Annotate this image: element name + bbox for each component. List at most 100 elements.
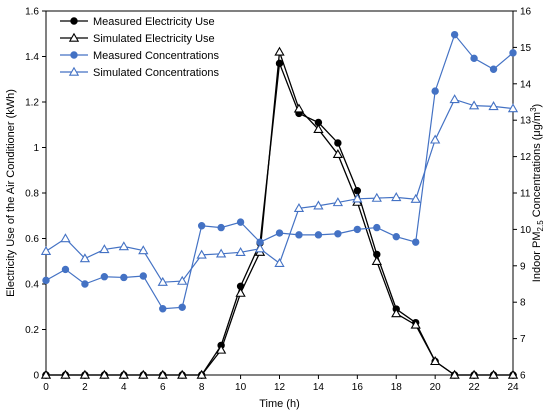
series-group xyxy=(40,46,519,379)
data-point xyxy=(197,222,206,230)
data-point xyxy=(352,193,363,203)
y-left-tick-label: 0.2 xyxy=(25,325,39,336)
y-right-tick-label: 7 xyxy=(520,334,526,345)
y-right-tick-label: 6 xyxy=(520,371,526,382)
legend-label: Measured Concentrations xyxy=(93,50,219,62)
y-right-tick-label: 9 xyxy=(520,261,526,272)
x-tick-label: 6 xyxy=(160,382,166,393)
data-point xyxy=(509,49,517,57)
y-right-tick-label: 13 xyxy=(520,116,532,127)
y-right-tick-label: 11 xyxy=(520,189,531,200)
series-line xyxy=(45,98,514,283)
y-right-tick-label: 12 xyxy=(520,152,532,163)
data-point xyxy=(40,369,52,379)
legend-marker xyxy=(68,32,80,42)
data-point xyxy=(236,218,245,226)
x-tick-label: 24 xyxy=(507,382,519,393)
data-point xyxy=(99,244,110,254)
data-point xyxy=(489,65,498,73)
y-right-tick-label: 8 xyxy=(520,298,526,309)
data-point xyxy=(371,192,382,202)
series-line xyxy=(46,63,513,376)
series-layer xyxy=(40,30,519,379)
x-tick-label: 14 xyxy=(313,382,325,393)
y-left-tick-label: 1.2 xyxy=(25,98,39,109)
data-point xyxy=(410,319,421,329)
y-axis-right-title-superscript: 3 xyxy=(529,107,538,112)
data-point xyxy=(196,369,207,379)
series-group xyxy=(42,59,517,379)
data-point xyxy=(431,87,439,95)
data-point xyxy=(373,223,381,232)
y-left-tick-label: 0.4 xyxy=(25,280,39,291)
x-tick-label: 2 xyxy=(82,382,88,393)
x-tick-label: 8 xyxy=(199,382,205,393)
data-point xyxy=(391,192,402,202)
data-point xyxy=(60,233,71,243)
y-left-tick-label: 1 xyxy=(33,143,39,154)
data-point xyxy=(293,202,305,212)
y-left-tick-label: 0.8 xyxy=(25,189,39,200)
data-point xyxy=(449,94,460,104)
x-tick-label: 18 xyxy=(391,382,403,393)
legend-label: Simulated Electricity Use xyxy=(93,33,215,45)
data-point xyxy=(120,273,128,282)
legend-marker xyxy=(68,66,80,76)
series-line xyxy=(46,51,513,376)
data-point xyxy=(60,369,71,379)
data-point xyxy=(275,59,284,68)
y-right-tick-label: 10 xyxy=(520,225,532,236)
y-left-tick-label: 0.6 xyxy=(25,234,39,245)
data-point xyxy=(450,30,459,39)
data-point xyxy=(81,280,89,288)
data-point xyxy=(488,369,499,379)
data-point xyxy=(215,344,227,354)
data-point xyxy=(42,276,50,285)
data-point xyxy=(412,238,420,246)
data-point xyxy=(332,197,344,207)
data-point xyxy=(79,253,91,263)
data-point xyxy=(410,193,421,203)
data-point xyxy=(138,369,149,379)
data-point xyxy=(157,369,168,379)
data-point xyxy=(274,257,285,267)
tick-label-layer: 0 2 4 6 8 10 12 14 16 18 20 22 2400.20.40.60.811.21.… xyxy=(25,7,531,394)
data-point xyxy=(118,369,129,379)
data-point xyxy=(196,249,207,259)
data-point xyxy=(177,369,188,379)
y-axis-right-title-suffix: ) xyxy=(531,104,543,108)
data-point xyxy=(430,356,441,366)
data-point xyxy=(100,273,109,281)
data-point xyxy=(235,287,246,297)
data-point xyxy=(332,149,344,159)
data-point xyxy=(334,230,342,238)
data-point xyxy=(79,369,91,379)
series-group xyxy=(40,94,519,286)
x-axis-title: Time (h) xyxy=(259,398,300,410)
data-point xyxy=(313,200,324,210)
x-tick-label: 0 xyxy=(43,382,49,393)
y-left-tick-label: 1.4 xyxy=(25,52,39,63)
data-point xyxy=(254,243,266,253)
y-axis-right-title-middle: Concentrations (μg/m xyxy=(531,112,543,220)
data-point xyxy=(468,369,480,379)
data-point xyxy=(353,187,362,195)
y-right-tick-label: 15 xyxy=(520,43,532,54)
data-point xyxy=(178,303,186,311)
legend-label: Simulated Concentrations xyxy=(93,67,219,79)
data-point xyxy=(468,100,480,110)
data-point xyxy=(314,231,323,239)
y-left-tick-label: 0 xyxy=(33,371,39,382)
data-point xyxy=(313,123,324,133)
data-point xyxy=(295,231,303,239)
legend-label: Measured Electricity Use xyxy=(93,16,215,28)
data-point xyxy=(430,134,441,144)
data-point xyxy=(507,103,519,113)
y-right-tick-label: 16 xyxy=(520,7,532,18)
data-point xyxy=(217,223,225,232)
data-point xyxy=(138,245,149,255)
x-tick-label: 4 xyxy=(121,382,127,393)
data-point xyxy=(61,265,70,274)
legend-marker xyxy=(70,51,78,59)
